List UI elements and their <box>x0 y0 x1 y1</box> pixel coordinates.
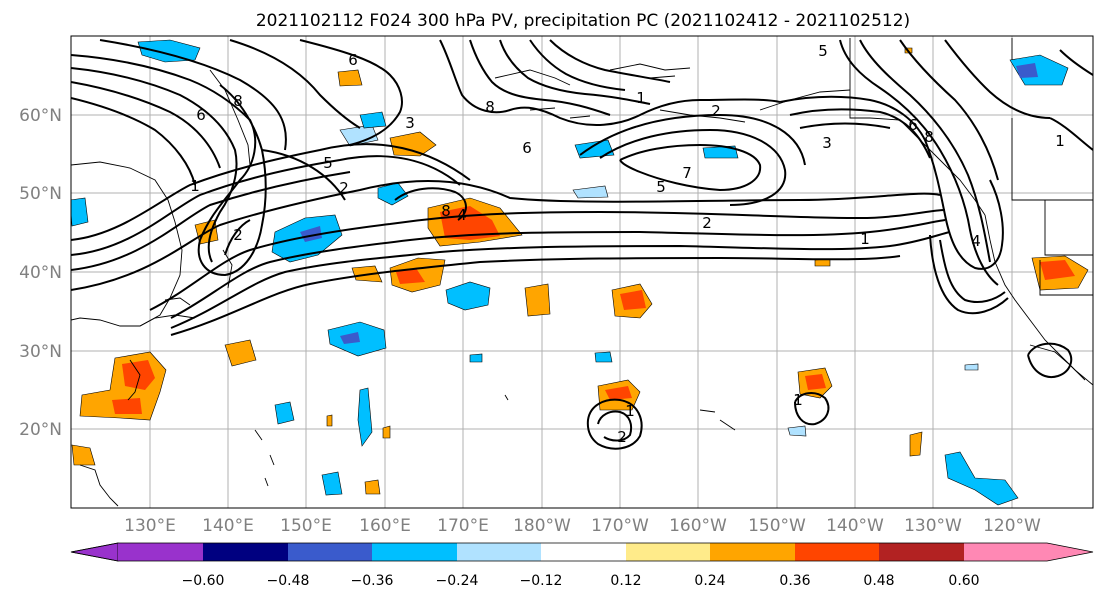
map-frame <box>70 35 1094 509</box>
contour-labels: 6 6 8 1 2 5 8 1 2 3 6 7 5 2 1 3 6 8 5 1 <box>190 42 1065 446</box>
contour-label: 6 <box>522 139 532 157</box>
contour-label: 2 <box>711 102 721 120</box>
contour-label: 3 <box>822 134 832 152</box>
contour-label: 8 <box>924 128 934 146</box>
contour-label: 8 <box>233 92 243 110</box>
contour-label: 2 <box>339 179 349 197</box>
precip-negative <box>71 39 1069 506</box>
colorbar-tick-label: −0.24 <box>436 573 479 589</box>
colorbar-outline <box>70 542 1094 562</box>
colorbar-tick-label: 0.12 <box>610 573 641 589</box>
colorbar-segment <box>118 543 203 561</box>
lon-tick-label: 170°W <box>591 516 649 536</box>
contour-label: 8 <box>441 202 451 220</box>
pv-contours <box>71 39 1093 450</box>
contour-label: 5 <box>323 154 333 172</box>
colorbar-extend-min <box>70 542 119 562</box>
contour-label: 2 <box>702 214 712 232</box>
lat-tick-label: 40°N <box>19 263 62 283</box>
contour-label: 1 <box>793 391 803 409</box>
colorbar-extend-max <box>964 543 1093 561</box>
contour-label: 8 <box>485 98 495 116</box>
lon-tick-label: 120°W <box>983 516 1041 536</box>
colorbar-tick-label: −0.60 <box>182 573 225 589</box>
contour-label: 2 <box>617 428 627 446</box>
colorbar-tick-label: 0.48 <box>863 573 894 589</box>
colorbar-segment <box>795 543 879 561</box>
longitude-labels: 130°E 140°E 150°E 160°E 170°E 180°W 170°… <box>124 516 1041 536</box>
coastlines <box>71 38 1093 507</box>
contour-label: 5 <box>818 42 828 60</box>
contour-label: 5 <box>656 178 666 196</box>
map-panel: 6 6 8 1 2 5 8 1 2 3 6 7 5 2 1 3 6 8 5 1 <box>70 35 1094 509</box>
lat-tick-label: 60°N <box>19 106 62 126</box>
lon-tick-label: 130°W <box>904 516 962 536</box>
contour-label: 6 <box>908 116 918 134</box>
colorbar-tick-label: −0.36 <box>351 573 394 589</box>
contour-label: 1 <box>190 177 200 195</box>
lon-tick-label: 160°E <box>359 516 411 536</box>
latitude-labels: 20°N 30°N 40°N 50°N 60°N <box>19 106 62 440</box>
colorbar-tick-label: −0.12 <box>520 573 563 589</box>
lon-tick-label: 180°W <box>513 516 571 536</box>
lon-tick-label: 160°W <box>669 516 727 536</box>
lon-tick-label: 140°W <box>826 516 884 536</box>
contour-label: 7 <box>682 164 692 182</box>
lat-tick-label: 30°N <box>19 342 62 362</box>
colorbar-segment <box>626 543 710 561</box>
plot-title: 2021102112 F024 300 hPa PV, precipitatio… <box>256 11 910 31</box>
lon-tick-label: 150°E <box>280 516 332 536</box>
colorbar-segment <box>372 543 457 561</box>
lon-tick-label: 170°E <box>437 516 489 536</box>
colorbar-segment <box>288 543 372 561</box>
colorbar-segment <box>879 543 964 561</box>
contour-label: 6 <box>348 51 358 69</box>
colorbar-segment <box>541 543 626 561</box>
contour-label: 3 <box>405 114 415 132</box>
colorbar-tick-label: 0.60 <box>948 573 979 589</box>
contour-label: 1 <box>625 402 635 420</box>
contour-label: 6 <box>196 106 206 124</box>
graticule <box>71 36 1093 508</box>
lon-tick-label: 150°W <box>748 516 806 536</box>
precip-positive <box>71 47 1089 495</box>
contour-label: 4 <box>457 206 467 224</box>
colorbar-segment <box>203 543 288 561</box>
colorbar-tick-label: −0.48 <box>267 573 310 589</box>
colorbar-tick-label: 0.36 <box>779 573 810 589</box>
lat-tick-label: 20°N <box>19 420 62 440</box>
colorbar-segment <box>457 543 541 561</box>
colorbar-segment <box>710 543 795 561</box>
contour-label: 1 <box>1055 132 1065 150</box>
colorbar-tick-label: 0.24 <box>694 573 725 589</box>
contour-label: 1 <box>860 230 870 248</box>
contour-label: 4 <box>971 232 981 250</box>
lon-tick-label: 140°E <box>202 516 254 536</box>
lat-tick-label: 50°N <box>19 184 62 204</box>
contour-label: 2 <box>233 226 243 244</box>
contour-label: 1 <box>636 89 646 107</box>
colorbar: −0.60 −0.48 −0.36 −0.24 −0.12 0.12 0.24 … <box>70 542 1094 589</box>
lon-tick-label: 130°E <box>124 516 176 536</box>
